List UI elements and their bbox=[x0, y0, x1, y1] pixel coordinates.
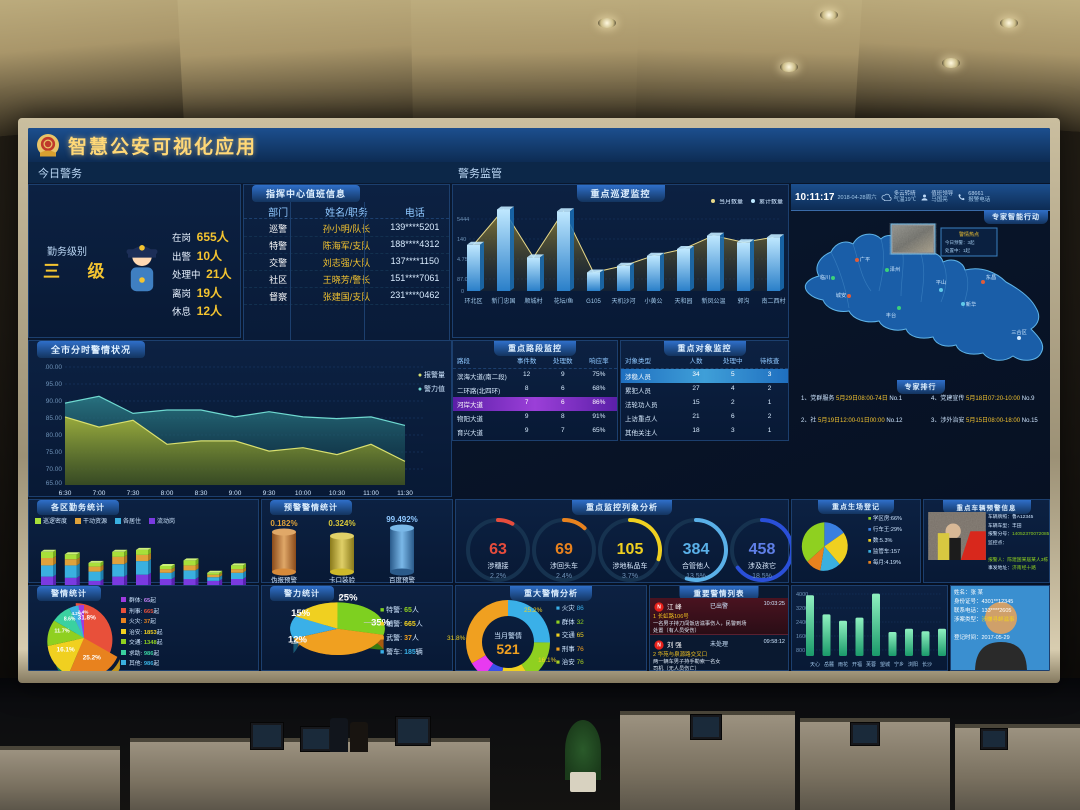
svg-text:环北区: 环北区 bbox=[464, 297, 482, 305]
svg-text:卡口装验: 卡口装验 bbox=[329, 575, 356, 584]
svg-text:芙蓉: 芙蓉 bbox=[866, 661, 876, 668]
svg-text:新华: 新华 bbox=[966, 300, 976, 308]
svg-text:4.75: 4.75 bbox=[457, 257, 468, 263]
svg-text:0: 0 bbox=[461, 289, 464, 295]
svg-text:当月警情: 当月警情 bbox=[494, 631, 522, 640]
svg-text:小黄公: 小黄公 bbox=[644, 297, 662, 305]
svg-text:当月数量: 当月数量 bbox=[719, 199, 743, 206]
svg-text:宁乡: 宁乡 bbox=[894, 661, 904, 668]
svg-text:岳麓: 岳麓 bbox=[824, 661, 834, 668]
svg-text:花坛/鱼: 花坛/鱼 bbox=[554, 297, 574, 305]
svg-text:临川: 临川 bbox=[820, 273, 830, 281]
svg-text:7:00: 7:00 bbox=[93, 490, 106, 497]
svg-text:新凤公温: 新凤公温 bbox=[701, 297, 725, 305]
svg-text:天和园: 天和园 bbox=[674, 297, 692, 305]
svg-text:31.8%: 31.8% bbox=[447, 635, 466, 642]
svg-text:长沙: 长沙 bbox=[922, 661, 932, 668]
svg-text:80.00: 80.00 bbox=[46, 432, 63, 439]
svg-text:广平: 广平 bbox=[860, 255, 870, 263]
svg-text:8:30: 8:30 bbox=[195, 490, 208, 497]
svg-text:累计数量: 累计数量 bbox=[759, 199, 783, 206]
svg-text:16.1%: 16.1% bbox=[56, 646, 74, 653]
svg-text:8:00: 8:00 bbox=[161, 490, 174, 497]
svg-text:0.182%: 0.182% bbox=[270, 519, 297, 528]
svg-text:8.6%: 8.6% bbox=[64, 616, 76, 622]
svg-text:5444: 5444 bbox=[457, 217, 469, 223]
svg-text:65.00: 65.00 bbox=[46, 480, 63, 487]
svg-text:城安: 城安 bbox=[836, 291, 846, 299]
svg-text:南二西村: 南二西村 bbox=[761, 297, 785, 305]
svg-text:今日预警：3起: 今日预警：3起 bbox=[945, 239, 975, 246]
svg-text:16.1%: 16.1% bbox=[538, 657, 557, 664]
svg-text:85.00: 85.00 bbox=[46, 415, 63, 422]
svg-text:百度预警: 百度预警 bbox=[389, 575, 416, 584]
svg-text:G105: G105 bbox=[586, 299, 601, 305]
svg-text:郭沟: 郭沟 bbox=[737, 297, 749, 305]
svg-text:天机沙河: 天机沙河 bbox=[611, 297, 635, 305]
svg-text:12%: 12% bbox=[288, 634, 308, 645]
svg-text:7:30: 7:30 bbox=[127, 490, 140, 497]
svg-text:丰台: 丰台 bbox=[886, 311, 896, 319]
svg-text:警情热点: 警情热点 bbox=[959, 231, 979, 238]
svg-text:521: 521 bbox=[496, 641, 520, 657]
svg-text:6:30: 6:30 bbox=[59, 490, 72, 497]
svg-text:100.00: 100.00 bbox=[45, 364, 62, 371]
svg-text:9:30: 9:30 bbox=[263, 490, 276, 497]
svg-text:87.0: 87.0 bbox=[457, 277, 468, 283]
svg-text:95.00: 95.00 bbox=[46, 381, 63, 388]
svg-text:新门忠国: 新门忠国 bbox=[491, 297, 515, 305]
svg-text:25%: 25% bbox=[339, 594, 359, 603]
svg-text:天心: 天心 bbox=[810, 661, 820, 668]
svg-text:望城: 望城 bbox=[880, 661, 890, 668]
svg-text:9:00: 9:00 bbox=[229, 490, 242, 497]
svg-text:75.00: 75.00 bbox=[46, 449, 63, 456]
svg-text:25.2%: 25.2% bbox=[83, 654, 101, 661]
svg-text:N: N bbox=[657, 643, 661, 649]
svg-text:140: 140 bbox=[457, 237, 466, 243]
svg-text:10:00: 10:00 bbox=[295, 490, 312, 497]
svg-text:99.492%: 99.492% bbox=[386, 515, 418, 524]
svg-text:伪报预警: 伪报预警 bbox=[271, 575, 298, 584]
svg-text:90.00: 90.00 bbox=[46, 398, 63, 405]
svg-text:三合区: 三合区 bbox=[1011, 328, 1027, 336]
svg-text:开福: 开福 bbox=[852, 661, 862, 668]
svg-text:15%: 15% bbox=[291, 608, 311, 619]
svg-text:N: N bbox=[657, 605, 661, 611]
svg-text:10:30: 10:30 bbox=[329, 490, 346, 497]
svg-text:0.324%: 0.324% bbox=[328, 519, 355, 528]
svg-text:11:30: 11:30 bbox=[397, 490, 413, 497]
svg-text:平山: 平山 bbox=[936, 278, 946, 286]
svg-text:11:00: 11:00 bbox=[363, 490, 379, 497]
svg-text:顺城村: 顺城村 bbox=[524, 297, 542, 305]
svg-text:泽州: 泽州 bbox=[890, 265, 900, 273]
svg-text:2.4%: 2.4% bbox=[78, 609, 88, 614]
svg-text:东昌: 东昌 bbox=[986, 273, 996, 281]
svg-text:800: 800 bbox=[796, 648, 805, 654]
svg-text:浏阳: 浏阳 bbox=[908, 661, 918, 668]
svg-text:70.00: 70.00 bbox=[46, 466, 63, 473]
svg-text:雨花: 雨花 bbox=[838, 661, 848, 668]
svg-text:11.7%: 11.7% bbox=[54, 628, 69, 634]
svg-text:处置中：1起: 处置中：1起 bbox=[945, 247, 971, 254]
svg-text:25.2%: 25.2% bbox=[524, 607, 543, 614]
